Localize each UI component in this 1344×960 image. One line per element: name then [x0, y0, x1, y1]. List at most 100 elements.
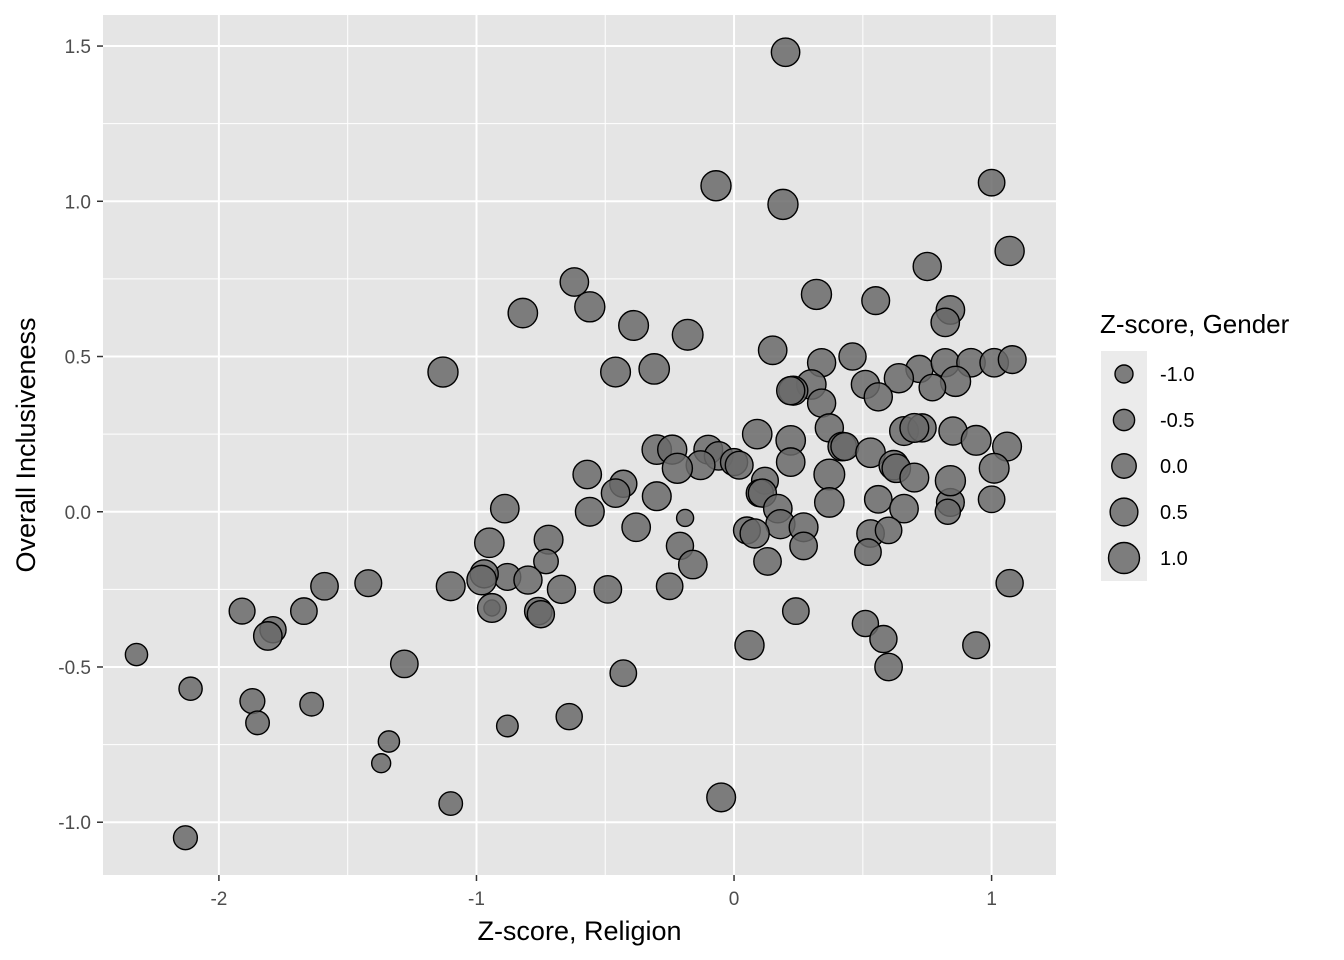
data-point — [559, 267, 590, 297]
data-point — [889, 493, 919, 524]
data-point — [618, 309, 650, 342]
legend-key-label: 1.0 — [1160, 548, 1188, 570]
data-point — [228, 597, 256, 625]
y-tick-label: 0.5 — [65, 348, 91, 369]
legend-key-circle — [1111, 453, 1137, 479]
data-point — [572, 459, 603, 490]
data-point — [994, 235, 1025, 267]
data-point — [574, 291, 606, 323]
data-point — [124, 642, 149, 667]
data-point — [851, 609, 880, 638]
data-point — [354, 569, 383, 598]
data-point — [593, 574, 623, 604]
data-point — [476, 592, 507, 624]
data-point — [978, 452, 1010, 484]
data-point — [830, 431, 860, 462]
data-point — [869, 624, 898, 654]
data-point — [997, 345, 1027, 375]
x-tick-label: -2 — [210, 889, 227, 910]
data-point — [899, 412, 930, 443]
data-point — [600, 356, 632, 388]
data-point — [377, 730, 401, 753]
data-point — [466, 564, 498, 596]
data-point — [299, 691, 325, 717]
plot-panel — [103, 15, 1056, 875]
data-point — [838, 342, 867, 371]
data-point — [252, 621, 283, 651]
y-tick-label: -0.5 — [58, 658, 91, 679]
data-point — [495, 714, 519, 738]
legend-key-circle — [1112, 408, 1136, 432]
data-point — [977, 168, 1006, 197]
data-point — [533, 548, 559, 575]
y-tick-label: 1.5 — [65, 37, 91, 58]
data-point — [172, 825, 199, 851]
legend-key-label: -1.0 — [1160, 364, 1194, 386]
data-point — [863, 382, 894, 412]
data-point — [800, 278, 833, 311]
y-tick-label: -1.0 — [58, 813, 91, 834]
data-point — [671, 318, 704, 351]
data-point — [435, 571, 466, 602]
legend-title: Z-score, Gender — [1100, 309, 1290, 339]
data-point — [813, 458, 846, 491]
data-point — [724, 450, 754, 480]
data-point — [775, 447, 806, 477]
data-point — [546, 574, 577, 605]
data-point — [962, 631, 991, 660]
data-point — [600, 478, 631, 509]
data-point — [934, 498, 962, 526]
data-point — [767, 188, 799, 221]
data-point — [912, 251, 942, 282]
data-point — [854, 538, 882, 567]
data-point — [995, 568, 1024, 598]
data-point — [178, 676, 203, 702]
data-point — [770, 37, 801, 68]
data-point — [289, 597, 318, 626]
data-point — [427, 356, 459, 388]
legend-key-label: 0.5 — [1160, 502, 1188, 524]
y-tick-label: 1.0 — [65, 192, 91, 213]
data-point — [438, 791, 464, 817]
legend-key-circle — [1107, 541, 1141, 575]
data-point — [638, 353, 671, 385]
data-point — [977, 485, 1006, 514]
data-point — [960, 424, 992, 456]
data-point — [370, 753, 392, 774]
data-point — [753, 547, 782, 576]
data-point — [555, 702, 583, 731]
y-tick-label: 0.0 — [65, 503, 91, 524]
legend-key-label: -0.5 — [1160, 410, 1194, 432]
y-axis-ticks: -1.0 -0.5 0.0 0.5 1.0 1.5 — [58, 37, 103, 834]
legend-key-circle — [1114, 364, 1134, 384]
data-point — [806, 388, 837, 418]
data-point — [874, 652, 903, 682]
data-point — [863, 484, 893, 514]
data-point — [389, 649, 419, 679]
data-point — [706, 782, 737, 813]
data-point — [739, 518, 770, 549]
data-points — [124, 37, 1027, 851]
data-point — [675, 508, 695, 528]
legend-key-circle — [1109, 497, 1139, 527]
data-point — [609, 659, 638, 688]
x-tick-label: 0 — [729, 889, 740, 910]
size-legend: Z-score, Gender -1.0 -0.5 0.0 0.5 1.0 — [1100, 309, 1290, 581]
legend-key-label: 0.0 — [1160, 456, 1188, 478]
data-point — [655, 572, 684, 601]
data-point — [245, 710, 271, 736]
data-point — [813, 487, 845, 518]
data-point — [700, 170, 732, 202]
data-point — [741, 418, 773, 450]
data-point — [757, 335, 788, 366]
data-point — [621, 512, 652, 543]
data-point — [574, 496, 605, 527]
data-point — [661, 452, 694, 484]
data-point — [507, 297, 539, 329]
data-point — [513, 565, 543, 595]
x-tick-label: 1 — [986, 889, 997, 910]
data-point — [781, 597, 810, 626]
data-point — [775, 375, 806, 406]
data-point — [899, 462, 930, 493]
